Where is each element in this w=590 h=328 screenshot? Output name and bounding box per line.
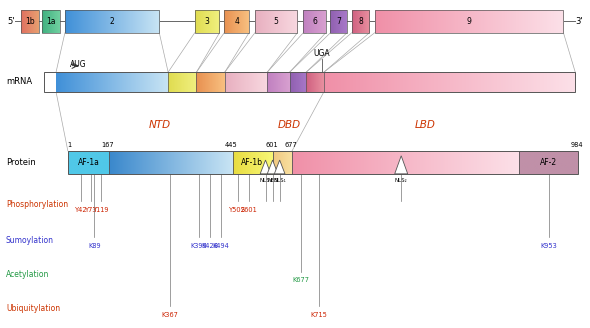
Text: 5: 5 [274, 17, 278, 26]
Text: 5': 5' [7, 17, 15, 26]
Text: K367: K367 [162, 312, 178, 318]
Text: Y73: Y73 [85, 207, 98, 213]
Text: K399: K399 [191, 243, 207, 249]
Bar [21, 10, 39, 33]
Polygon shape [260, 160, 271, 174]
Text: Phosphorylation: Phosphorylation [6, 199, 68, 209]
Text: NTD: NTD [148, 120, 171, 130]
Text: AF-1b: AF-1b [241, 158, 263, 167]
Text: 9: 9 [467, 17, 471, 26]
Text: S601: S601 [241, 207, 257, 213]
Text: Y119: Y119 [93, 207, 110, 213]
Text: K428: K428 [202, 243, 218, 249]
Text: 6: 6 [312, 17, 317, 26]
Text: K89: K89 [88, 243, 101, 249]
Text: 2: 2 [110, 17, 114, 26]
Bar [352, 10, 369, 33]
Bar [375, 10, 563, 33]
Polygon shape [274, 160, 285, 174]
Text: 4: 4 [234, 17, 239, 26]
Text: Y502: Y502 [230, 207, 246, 213]
Text: 3: 3 [205, 17, 209, 26]
Bar [330, 10, 347, 33]
Bar [44, 72, 575, 92]
Text: K494: K494 [212, 243, 229, 249]
Text: K715: K715 [310, 312, 327, 318]
Text: 8: 8 [358, 17, 363, 26]
Text: Ubiquitylation: Ubiquitylation [6, 304, 60, 314]
Text: K677: K677 [293, 277, 309, 283]
Text: 677: 677 [284, 142, 297, 148]
Text: NLS₂: NLS₂ [395, 178, 408, 183]
Text: mRNA: mRNA [6, 77, 32, 87]
Text: AUG: AUG [70, 60, 86, 69]
Text: Sumoylation: Sumoylation [6, 236, 54, 245]
Bar [68, 151, 578, 174]
Text: DBD: DBD [277, 120, 301, 130]
Text: 601: 601 [266, 142, 278, 148]
Text: 3': 3' [575, 17, 583, 26]
Bar [255, 10, 297, 33]
Text: 1a: 1a [47, 17, 56, 26]
Text: 167: 167 [101, 142, 114, 148]
Text: LBD: LBD [414, 120, 435, 130]
Text: NLS₁: NLS₁ [273, 178, 286, 183]
Bar [44, 72, 575, 92]
Bar [195, 10, 219, 33]
Text: 7: 7 [336, 17, 341, 26]
Text: Protein: Protein [6, 158, 35, 167]
Text: AF-2: AF-2 [540, 158, 558, 167]
Bar [65, 10, 159, 33]
Text: 984: 984 [571, 142, 584, 148]
Polygon shape [267, 160, 278, 174]
Bar [303, 10, 326, 33]
Text: NLS₀: NLS₀ [259, 178, 272, 183]
Text: 1: 1 [67, 142, 71, 148]
Text: NES: NES [267, 178, 278, 183]
Text: AF-1a: AF-1a [77, 158, 100, 167]
Bar [68, 151, 578, 174]
Text: 445: 445 [225, 142, 238, 148]
Text: Acetylation: Acetylation [6, 270, 50, 279]
Text: UGA: UGA [313, 50, 330, 58]
Bar [224, 10, 249, 33]
Text: Y42: Y42 [75, 207, 88, 213]
Text: 1b: 1b [25, 17, 35, 26]
Bar [42, 10, 60, 33]
Text: K953: K953 [540, 243, 557, 249]
Polygon shape [395, 156, 408, 174]
